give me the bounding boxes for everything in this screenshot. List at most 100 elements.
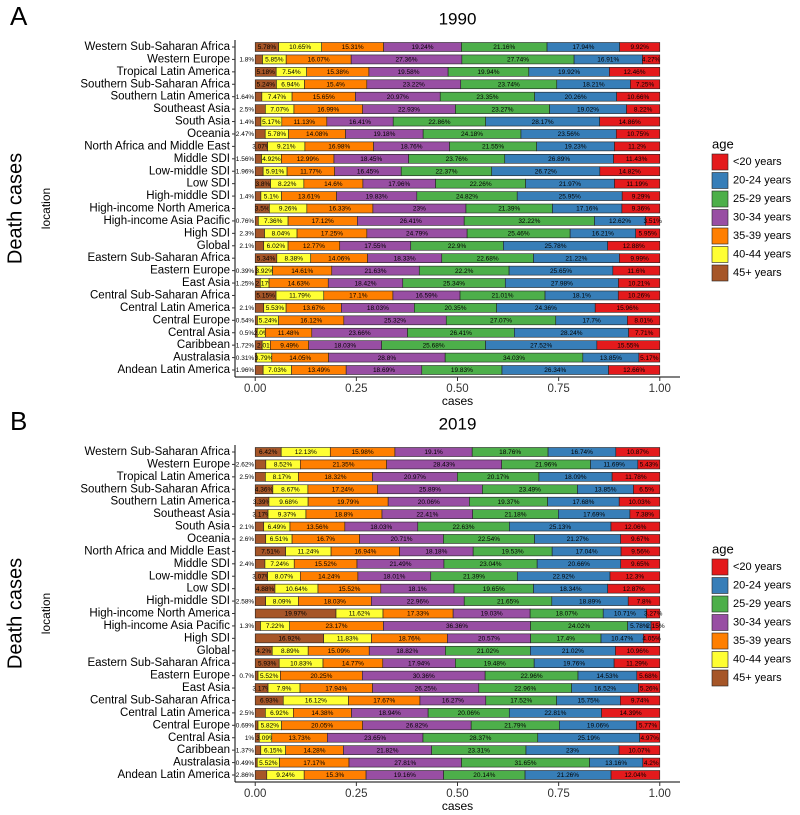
data-label: 15.98% — [352, 449, 374, 456]
y-tick-label: High-middle SDI — [146, 595, 230, 607]
y-tick-label: South Asia — [175, 521, 231, 533]
data-label: 10.66% — [627, 94, 649, 101]
data-label: 2.5% — [239, 710, 254, 717]
data-label: 9.92% — [630, 44, 649, 51]
data-label: 4.88% — [256, 586, 275, 593]
legend-swatch — [711, 246, 729, 263]
data-label: 23.49% — [519, 486, 541, 493]
chart-title: 2019 — [439, 414, 477, 433]
data-label: 12.13% — [295, 449, 317, 456]
data-label: 14.63% — [288, 280, 310, 287]
legend-swatch — [711, 190, 729, 208]
data-label: 19.53% — [502, 549, 524, 556]
data-label: 8.07% — [275, 573, 294, 580]
data-label: 2.62% — [236, 462, 255, 469]
data-label: 15.96% — [616, 305, 638, 312]
data-label: 14.61% — [291, 268, 313, 275]
data-label: 12.87% — [623, 586, 645, 593]
data-label: 16.98% — [328, 144, 350, 151]
data-label: 6.51% — [270, 536, 289, 543]
data-label: 15.55% — [617, 342, 639, 349]
data-label: 21.02% — [477, 648, 499, 655]
data-label: 12.88% — [623, 243, 645, 250]
data-label: 17.96% — [388, 181, 410, 188]
bar-segment — [254, 129, 266, 139]
y-tick-label: Central Latin America — [120, 707, 231, 719]
data-label: 1.37% — [236, 747, 255, 754]
data-label: 0.31% — [236, 355, 255, 362]
data-label: 3.79% — [255, 355, 274, 362]
y-tick-label: Low SDI — [187, 583, 230, 595]
data-label: 21.01% — [492, 293, 514, 300]
data-label: 3.07% — [252, 573, 271, 580]
data-label: 15.4% — [326, 81, 345, 88]
data-label: 20.35% — [444, 305, 466, 312]
data-label: 18.21% — [583, 81, 605, 88]
data-label: 22.63% — [453, 524, 475, 531]
bar-segment — [642, 757, 661, 768]
data-label: 6.93% — [260, 698, 279, 705]
data-label: 18.8% — [335, 511, 354, 518]
bar-segment — [612, 265, 661, 276]
bar-segment — [621, 191, 661, 201]
legend-swatch — [711, 595, 729, 613]
data-label: 5.34% — [257, 255, 276, 262]
data-label: 21.49% — [389, 561, 411, 568]
data-label: 25.34% — [443, 280, 465, 287]
data-label: 8.38% — [285, 255, 304, 262]
data-label: 9.65% — [631, 561, 650, 568]
data-label: 16.33% — [329, 206, 351, 213]
data-label: 7.9% — [277, 685, 292, 692]
data-label: 9.99% — [630, 255, 649, 262]
data-label: 9.36% — [632, 206, 651, 213]
y-tick-label: Southern Sub-Saharan Africa — [80, 78, 230, 90]
bar-segment — [620, 546, 661, 557]
legend-label: 25-29 years — [733, 598, 792, 610]
legend-label: 30-34 years — [733, 616, 792, 628]
data-label: 21.39% — [498, 206, 520, 213]
bar-segment — [609, 67, 661, 77]
bar-segment — [613, 658, 661, 668]
data-label: 27.07% — [490, 318, 512, 325]
data-label: 26.25% — [415, 685, 437, 692]
bar-segment — [643, 633, 661, 644]
y-tick-label: Tropical Latin America — [117, 471, 231, 483]
data-label: 18.33% — [394, 255, 416, 262]
bar-segment — [254, 596, 266, 606]
legend-label: 20-24 years — [733, 174, 792, 186]
data-label: 10.87% — [627, 449, 649, 456]
data-label: 14.28% — [304, 747, 326, 754]
data-label: 8.17% — [273, 474, 292, 481]
y-tick-label: Australasia — [173, 757, 230, 769]
data-label: 2.1% — [239, 243, 254, 250]
data-label: 14.82% — [619, 168, 641, 175]
data-label: 7.36% — [264, 218, 283, 225]
bar-segment — [615, 129, 661, 139]
bar-segment — [254, 216, 259, 226]
data-label: 22.86% — [428, 119, 450, 126]
data-label: 20.97% — [387, 94, 409, 101]
data-label: 5.68% — [639, 673, 658, 680]
data-label: 19.37% — [497, 499, 519, 506]
data-label: 15.65% — [313, 94, 335, 101]
data-label: 14.86% — [619, 119, 641, 126]
data-label: 20.71% — [391, 536, 413, 543]
bar-segment — [254, 104, 266, 114]
data-label: 11.6% — [627, 268, 645, 275]
data-label: 21.82% — [377, 747, 399, 754]
data-label: 22.54% — [478, 536, 500, 543]
data-label: 21.35% — [332, 462, 354, 469]
data-label: 20.26% — [565, 94, 587, 101]
y-tick-label: Central Europe — [153, 314, 230, 326]
data-label: 9.29% — [632, 193, 651, 200]
data-label: 15.31% — [342, 44, 364, 51]
y-tick-label: Central Asia — [168, 732, 231, 744]
data-label: 0.5% — [239, 330, 254, 337]
data-label: 2.17% — [255, 280, 274, 287]
data-label: 5.82% — [261, 723, 280, 730]
data-label: 25.78% — [544, 243, 566, 250]
bar-segment — [254, 365, 264, 375]
data-label: 23.22% — [403, 81, 425, 88]
legend-label: 35-39 years — [733, 635, 792, 647]
y-tick-label: High SDI — [184, 632, 230, 644]
